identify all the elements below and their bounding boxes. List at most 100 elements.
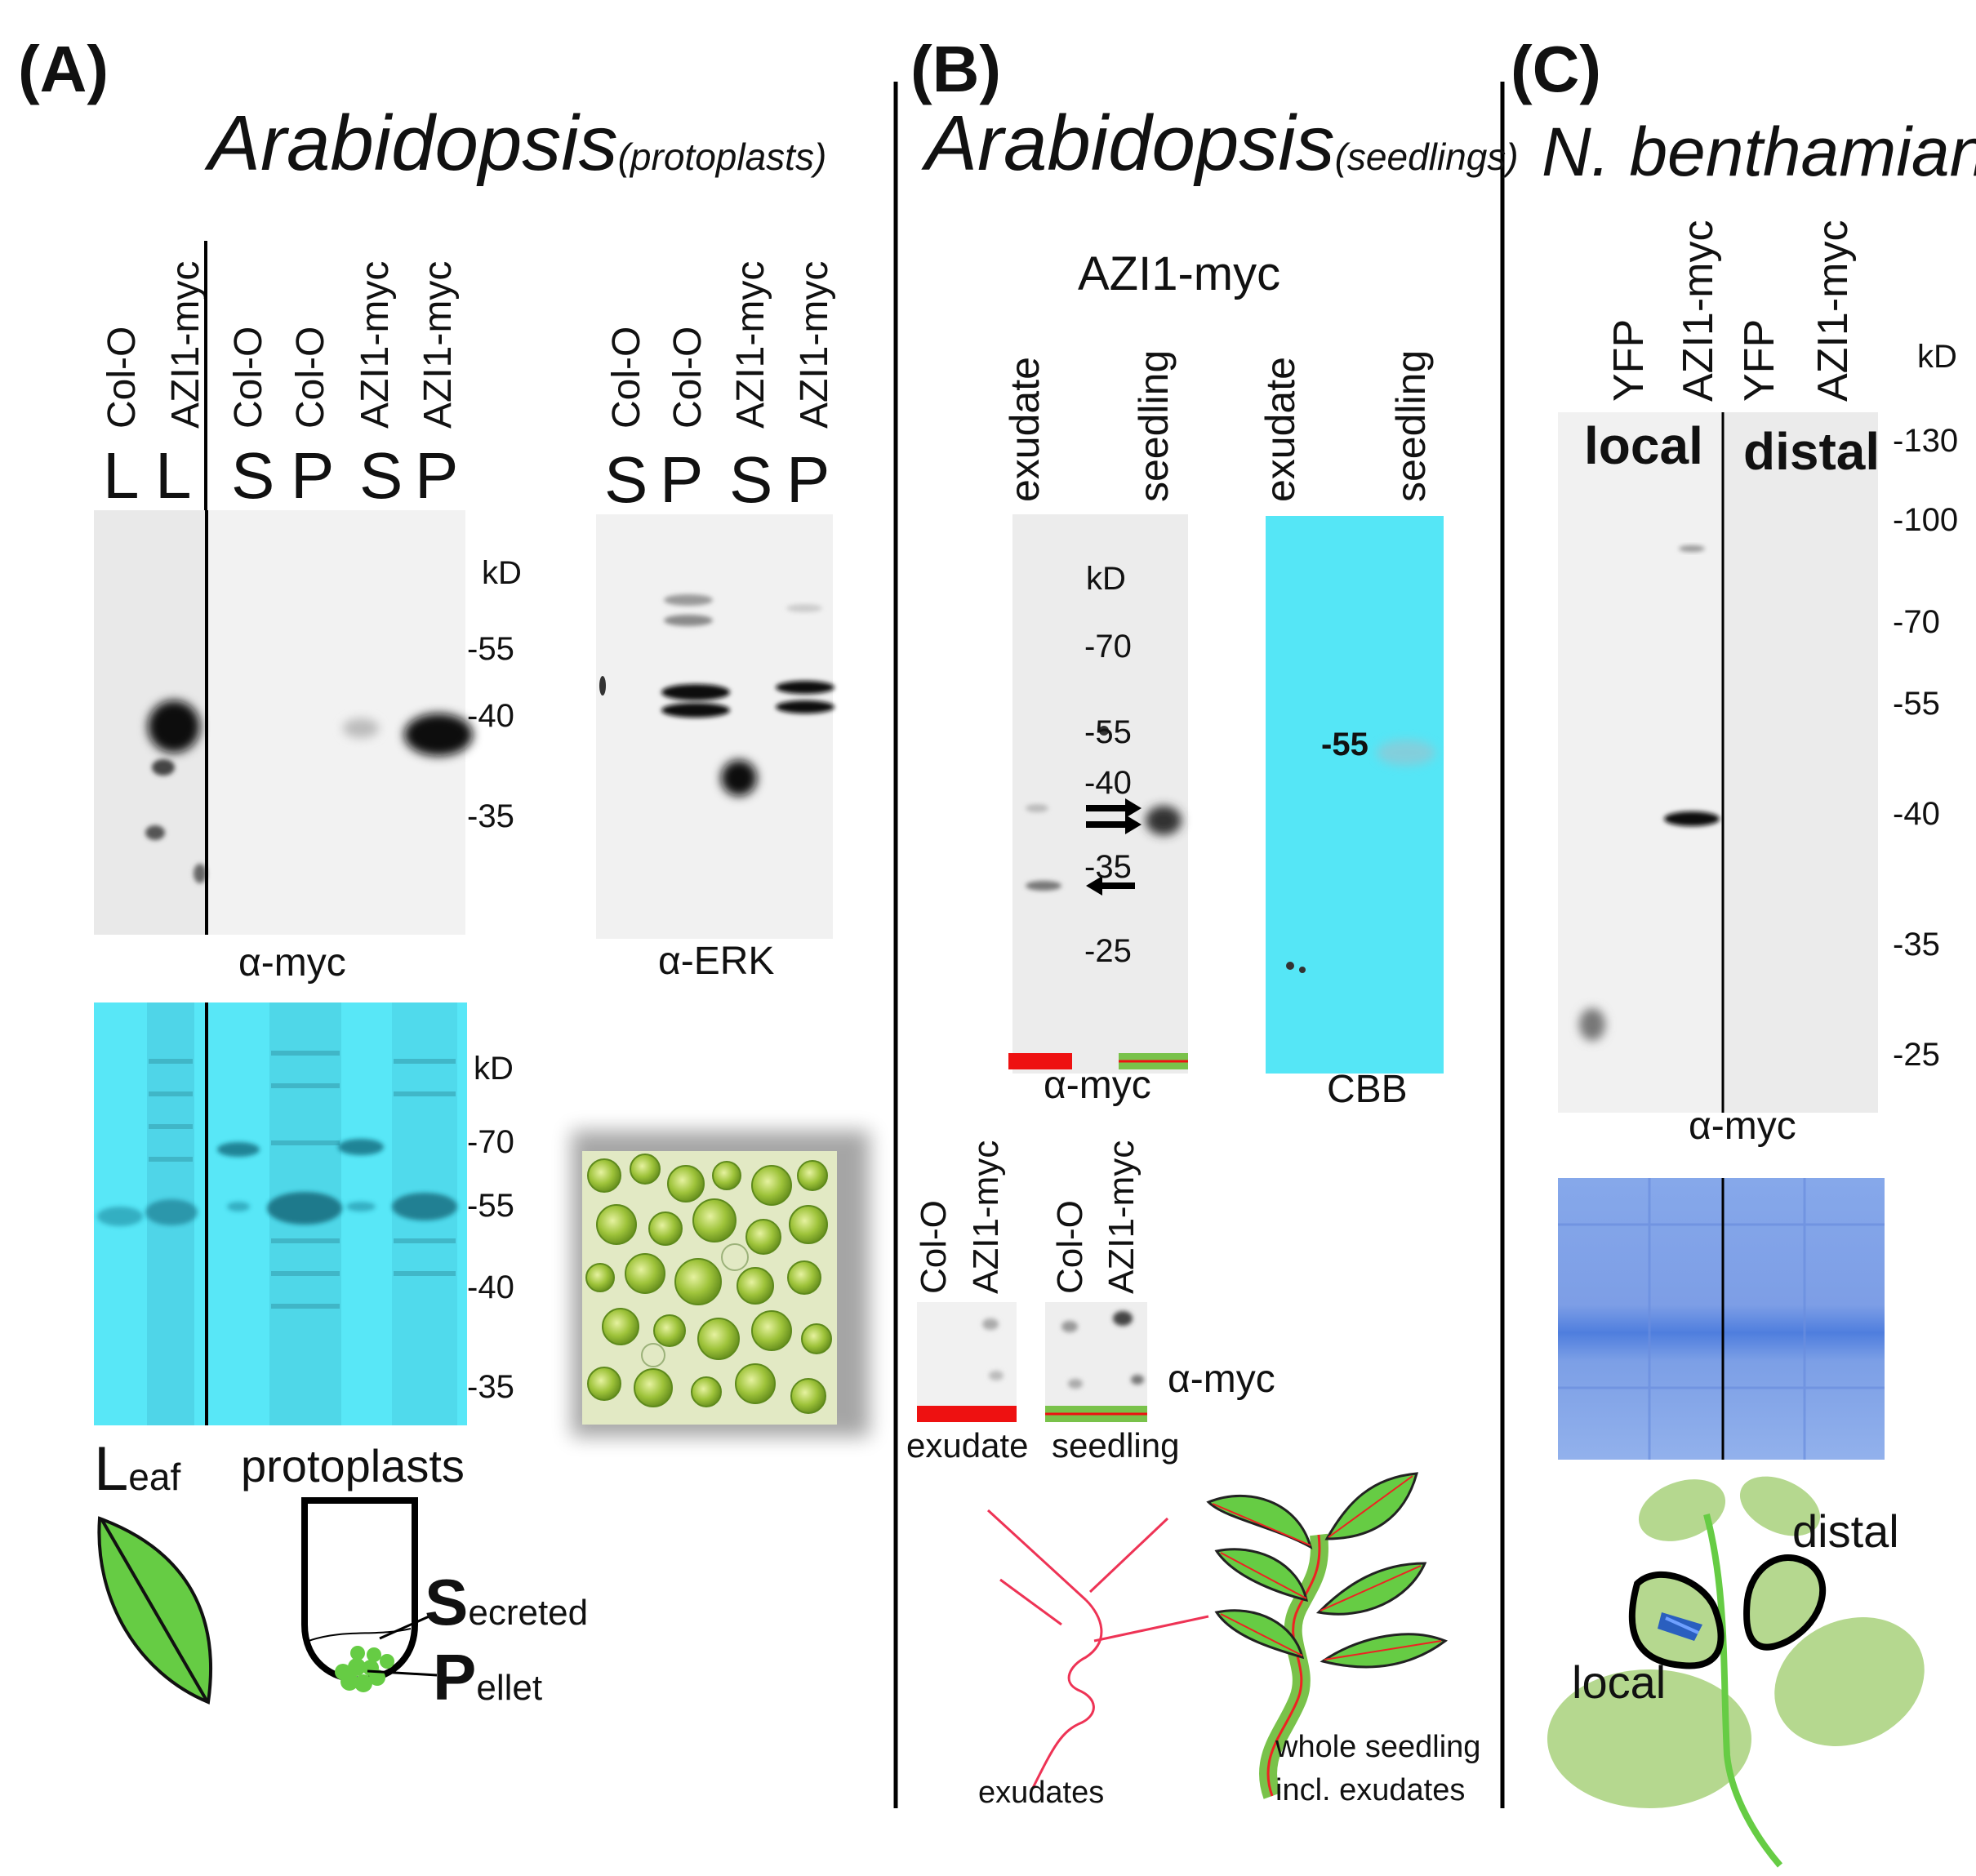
lane-label: Col-O [605,327,648,429]
fraction-label: P [415,439,458,512]
c-kd-label: kD [1917,339,1957,375]
stain-gel-markers: kD -70 -55 -40 -35 [467,1051,514,1405]
erk-lane-labels: Col-O Col-O AZI1-myc AZI1-myc [605,261,836,429]
lane-label: Col-O [914,1200,954,1294]
marker-70: -70 [1084,629,1132,665]
fraction-label: S [231,439,274,512]
plant-distal-label: distal [1792,1505,1899,1557]
b-myc-lane-labels: exudate seedling exudate seedling [1002,350,1434,502]
fraction-label: L [155,439,192,512]
dot-exudate-bar [917,1406,1017,1422]
whole-seedling-line1: whole seedling [1275,1730,1480,1764]
b-myc-markers: kD -70 -55 -40 -35 -25 [1084,561,1132,969]
myc-blot-markers: kD -55 -40 -35 [467,555,522,834]
lane-label: AZI1-myc [793,261,836,429]
lane-label: AZI1-myc [1809,220,1857,402]
kd-label: kD [474,1051,514,1087]
lane-label: seedling [1388,350,1434,502]
marker-55: -55 [467,1188,514,1224]
c-antibody-label: α-myc [1689,1105,1796,1148]
marker-40: -40 [467,698,514,734]
pellet-label: Pellet [433,1641,542,1714]
lane-label: Col-O [666,327,710,429]
lane-label: seedling [1131,350,1177,502]
exudate-color-bar [1008,1053,1072,1069]
lane-label: AZI1-myc [1101,1140,1142,1294]
lane-label: exudate [1257,357,1303,502]
fraction-label: P [660,443,703,516]
myc-blot [94,510,473,935]
marker-70: -70 [467,1124,514,1160]
panel-a-title-sub: (protoplasts) [618,136,827,178]
marker-70: -70 [1893,604,1940,640]
lane-label: AZI1-myc [164,261,207,429]
plant-local-label: local [1572,1656,1666,1708]
b-myc-antibody-label: α-myc [1044,1064,1151,1107]
construct-label: AZI1-myc [1078,247,1280,300]
marker-35: -35 [467,798,514,834]
myc-antibody-label: α-myc [238,941,346,985]
c-blot-markers: -130 -100 -70 -55 -40 -35 -25 [1893,423,1958,1073]
marker-35: -35 [467,1369,514,1405]
kd-label: kD [482,555,522,591]
cbb-gel: -55 [1266,516,1444,1074]
lane-label: YFP [1736,319,1783,402]
b-myc-blot: kD -70 -55 -40 -35 -25 [1008,514,1188,1074]
marker-55: -55 [1893,686,1940,722]
dot-blot-lane-labels: Col-O AZI1-myc Col-O AZI1-myc [914,1140,1142,1294]
leaf-label: Leaf [94,1434,180,1504]
pellet-big: P [433,1641,476,1714]
cbb-marker-55: -55 [1321,727,1369,762]
marker-40: -40 [1084,765,1132,801]
fraction-label: S [359,439,403,512]
leaf-icon [97,1516,212,1705]
marker-25: -25 [1893,1037,1940,1073]
panel-c: (C) N. benthamiana YFP AZI1-myc YFP AZI1… [1511,33,1976,1868]
c-lane-labels: YFP AZI1-myc YFP AZI1-myc [1605,220,1857,402]
marker-40: -40 [1893,796,1940,832]
lane-label: Col-O [1050,1200,1090,1294]
panel-b: (B) Arabidopsis(seedlings) AZI1-myc exud… [906,33,1519,1810]
dot-blot-antibody-label: α-myc [1168,1358,1275,1401]
lane-label: Col-O [100,327,144,429]
dot-exudate-label: exudate [906,1426,1028,1465]
marker-35: -35 [1084,849,1132,885]
panel-b-title-sub: (seedlings) [1335,136,1519,178]
c-blue-gel [1558,1178,1885,1460]
panel-a: (A) Arabidopsis(protoplasts) Col-O AZI1-… [18,33,870,1714]
marker-100: -100 [1893,502,1958,538]
stain-gel [94,1002,467,1425]
marker-25: -25 [1084,933,1132,969]
secreted-big: S [425,1566,468,1638]
tube-icon [301,1497,438,1692]
lane-label: Col-O [227,327,270,429]
marker-40: -40 [467,1269,514,1305]
marker-55: -55 [1084,714,1132,750]
pellet-rest: ellet [476,1668,542,1708]
panel-b-title: Arabidopsis(seedlings) [921,100,1519,187]
myc-blot-lane-labels: Col-O AZI1-myc Col-O Col-O AZI1-myc AZI1… [100,261,460,429]
fraction-label: P [786,443,830,516]
lane-label: AZI1-myc [354,261,397,429]
marker-55: -55 [467,631,514,667]
lane-label: AZI1-myc [416,261,460,429]
marker-35: -35 [1893,927,1940,962]
plant-drawing [1547,1476,1925,1868]
dot-seedling-label: seedling [1052,1426,1179,1465]
erk-antibody-label: α-ERK [658,940,774,983]
secreted-rest: ecreted [468,1593,588,1633]
exudates-label: exudates [978,1776,1104,1810]
panel-b-letter: (B) [910,33,1001,105]
panel-c-title: N. benthamiana [1542,113,1976,190]
protoplasts-label: protoplasts [241,1440,465,1491]
erk-fraction-labels: S P S P [604,443,830,516]
marker-130: -130 [1893,423,1958,459]
erk-blot [596,514,834,939]
lane-label: YFP [1605,319,1653,402]
kd-label: kD [1086,561,1126,597]
lane-label: AZI1-myc [729,261,772,429]
seedling-drawing [1206,1472,1449,1799]
lane-label: AZI1-myc [1675,220,1722,402]
lane-label: Col-O [289,327,332,429]
